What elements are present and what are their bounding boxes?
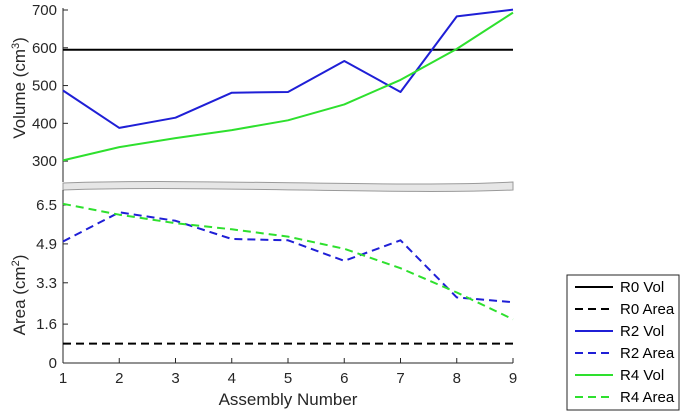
volume-y-ticks: 300 400 500 600 700 (32, 2, 68, 170)
volume-panel: 300 400 500 600 700 Volume (cm3) (10, 2, 514, 182)
x-tick-label: 5 (284, 370, 292, 387)
area-axis-label: Area (cm2) (10, 255, 29, 336)
volume-axis-label: Volume (cm3) (10, 37, 29, 139)
x-tick-label: 1 (59, 370, 67, 387)
r2-vol-line (62, 8, 514, 129)
legend-label: R2 Area (620, 345, 675, 362)
x-tick-label: 2 (115, 370, 123, 387)
x-tick-label: 4 (228, 370, 236, 387)
x-ticks: 1 2 3 4 5 6 7 8 9 (59, 358, 517, 387)
area-y-tick-label: 6.5 (36, 197, 57, 214)
area-panel: 0 1.6 3.3 4.9 6.5 1 2 3 4 5 6 7 8 9 Area (cm2) Assem… (10, 190, 517, 409)
legend-label: R0 Area (620, 301, 675, 318)
volume-series (62, 8, 514, 162)
area-y-tick-label: 3.3 (36, 275, 57, 292)
volume-y-tick-label: 500 (32, 78, 57, 95)
legend-label: R2 Vol (620, 323, 664, 340)
volume-y-tick-label: 400 (32, 115, 57, 132)
legend-label: R4 Vol (620, 367, 664, 384)
x-tick-label: 9 (509, 370, 517, 387)
area-y-tick-label: 1.6 (36, 316, 57, 333)
r4-area-line (62, 202, 514, 321)
volume-y-tick-label: 700 (32, 2, 57, 19)
area-series (62, 202, 514, 345)
axis-break-band (62, 181, 514, 192)
x-tick-label: 3 (171, 370, 179, 387)
r2-area-line (62, 211, 514, 304)
volume-y-tick-label: 300 (32, 153, 57, 170)
x-axis-label: Assembly Number (219, 390, 358, 409)
area-y-ticks: 0 1.6 3.3 4.9 6.5 (36, 197, 68, 372)
legend-box (566, 274, 680, 411)
x-tick-label: 8 (453, 370, 461, 387)
r4-vol-line (62, 11, 514, 162)
volume-y-tick-label: 600 (32, 40, 57, 57)
legend-label: R4 Area (620, 389, 675, 406)
x-tick-label: 6 (340, 370, 348, 387)
legend: R0 Vol R0 Area R2 Vol R2 Area R4 Vol R4 Area (566, 274, 680, 411)
area-y-tick-label: 0 (49, 355, 57, 372)
area-y-tick-label: 4.9 (36, 236, 57, 253)
x-tick-label: 7 (396, 370, 404, 387)
legend-label: R0 Vol (620, 279, 664, 296)
